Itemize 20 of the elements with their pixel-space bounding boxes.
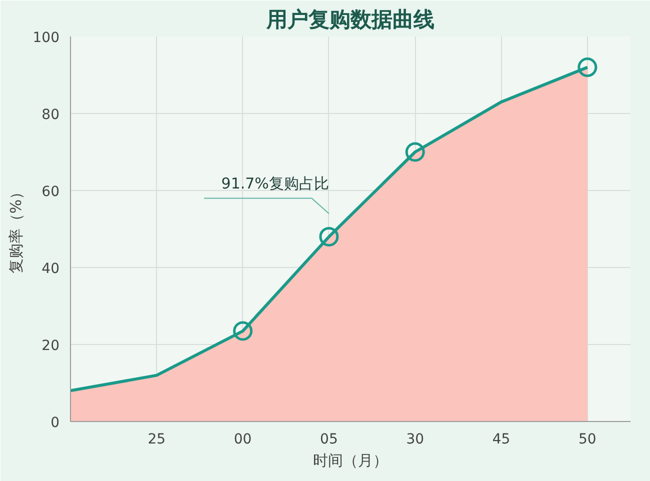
x-tick-label: 30	[406, 432, 424, 448]
x-axis-title: 时间（月）	[313, 452, 388, 470]
y-tick-label: 60	[42, 184, 60, 200]
y-tick-label: 100	[32, 30, 60, 46]
x-tick-label: 50	[578, 432, 596, 448]
point	[405, 142, 425, 162]
y-tick-label: 80	[42, 107, 60, 123]
y-tick-label: 40	[42, 261, 60, 277]
annotation: 91.7%复购占比	[221, 174, 329, 192]
y-tick-label: 0	[50, 415, 60, 431]
x-tick-label: 00	[234, 432, 252, 448]
point	[233, 321, 253, 341]
chart-title: 用户复购数据曲线	[266, 8, 434, 32]
point	[319, 226, 339, 246]
x-tick-label: 25	[148, 432, 166, 448]
y-tick-label: 20	[42, 338, 60, 354]
point	[578, 58, 598, 78]
y-axis-title: 复购率（%）	[6, 184, 25, 274]
x-tick-label: 45	[492, 432, 510, 448]
x-tick-label: 05	[320, 432, 338, 448]
